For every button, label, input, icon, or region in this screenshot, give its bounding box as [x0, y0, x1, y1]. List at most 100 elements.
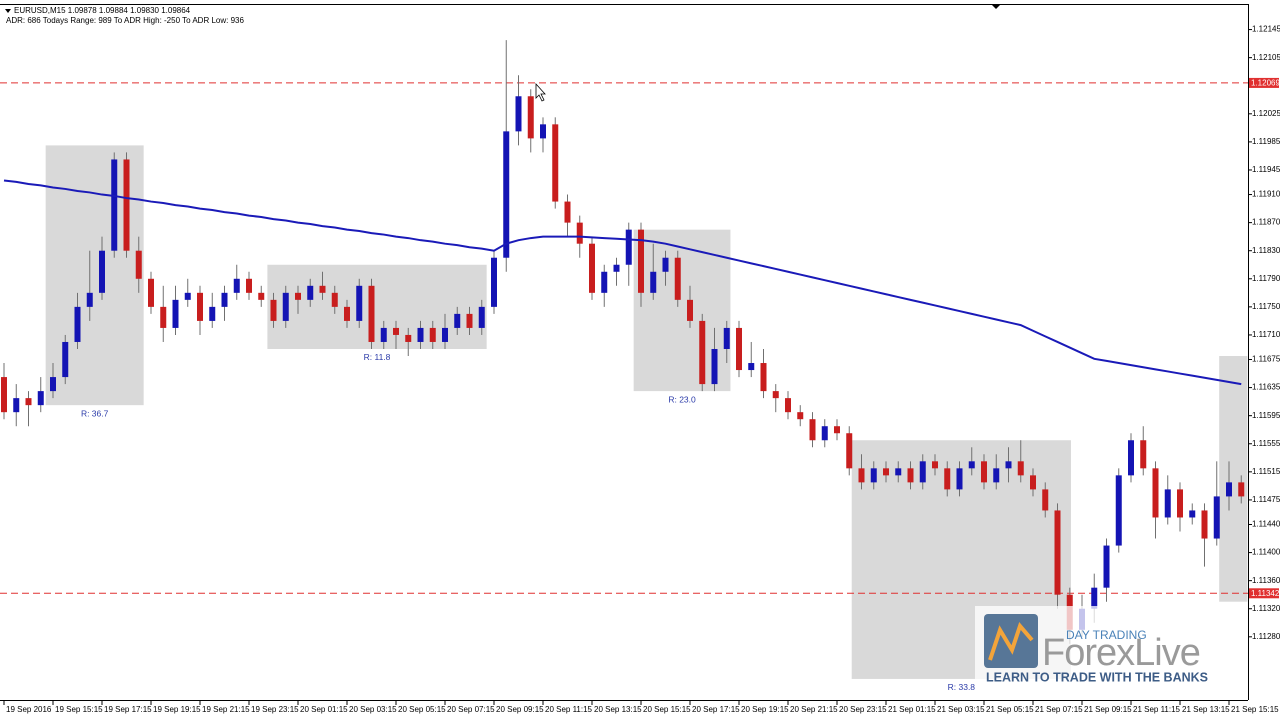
candle-body — [466, 313, 473, 328]
candle-body — [527, 96, 534, 139]
candle-body — [319, 285, 326, 293]
candle-body — [209, 306, 216, 321]
x-tick-label: 19 Sep 19:15 — [153, 705, 201, 714]
x-tick-label: 20 Sep 05:15 — [398, 705, 446, 714]
x-tick-label: 19 Sep 15:15 — [55, 705, 103, 714]
range-label: R: 11.8 — [364, 352, 391, 362]
candle-body — [233, 278, 240, 293]
candle-body — [821, 426, 828, 441]
candle-body — [1213, 496, 1220, 539]
candle-body — [197, 292, 203, 321]
range-label: R: 36.7 — [81, 408, 109, 418]
candle-body — [834, 426, 840, 434]
y-tick-label: 1.11830 — [1252, 246, 1280, 255]
candle-body — [295, 292, 301, 300]
moving-average-line — [3, 179, 1242, 386]
watermark-brand: ForexLive — [1042, 632, 1200, 674]
candle-body — [270, 299, 277, 321]
candle-body — [907, 468, 914, 483]
candle-body — [1226, 482, 1232, 497]
x-tick-label: 20 Sep 13:15 — [594, 705, 642, 714]
candle-body — [552, 124, 559, 202]
level-label: 1.11342 — [1251, 589, 1280, 598]
candle-body — [1017, 461, 1024, 476]
candle-body — [74, 306, 81, 342]
candle-body — [589, 243, 595, 293]
candle-body — [638, 229, 644, 293]
candle-body — [25, 398, 32, 406]
candle-body — [650, 271, 657, 293]
candle-body — [111, 159, 118, 251]
candle-body — [1030, 475, 1036, 490]
candle-body — [797, 412, 804, 420]
x-tick-label: 21 Sep 07:15 — [1035, 705, 1083, 714]
header-toggle[interactable] — [5, 9, 11, 13]
y-tick-label: 1.11440 — [1252, 520, 1280, 529]
candle-body — [1177, 489, 1183, 518]
x-tick-label: 20 Sep 21:15 — [790, 705, 838, 714]
candle-body — [478, 306, 485, 328]
header: EURUSD,M15 1.09878 1.09884 1.09830 1.098… — [5, 6, 244, 25]
range-label: R: 23.0 — [668, 394, 696, 404]
candle-body — [380, 327, 387, 342]
candle-body — [944, 468, 951, 490]
candle-body — [1152, 468, 1159, 518]
candle-body — [37, 391, 44, 406]
y-tick-label: 1.11945 — [1252, 165, 1280, 174]
candle-body — [62, 341, 69, 378]
candle-body — [1103, 545, 1110, 588]
watermark: DAY TRADING ForexLive LEARN TO TRADE WIT… — [975, 606, 1225, 688]
y-tick-label: 1.11675 — [1252, 355, 1280, 364]
candle-body — [344, 306, 350, 321]
x-tick-label: 20 Sep 01:15 — [300, 705, 348, 714]
candle-body — [282, 292, 289, 321]
y-tick-label: 1.11595 — [1252, 411, 1280, 420]
candle-body — [785, 398, 791, 413]
candle-body — [515, 96, 522, 132]
candle-body — [748, 363, 755, 371]
y-tick-label: 1.11910 — [1252, 190, 1280, 199]
candle-body — [172, 299, 179, 328]
candle-body — [1005, 461, 1012, 469]
candle-body — [809, 419, 816, 441]
x-tick-label: 20 Sep 15:15 — [643, 705, 691, 714]
range-box — [267, 264, 487, 349]
candle-body — [564, 201, 571, 223]
y-tick-label: 1.11320 — [1252, 604, 1280, 613]
y-tick-label: 1.11635 — [1252, 383, 1280, 392]
x-tick-label: 21 Sep 01:15 — [888, 705, 936, 714]
x-tick-label: 20 Sep 03:15 — [349, 705, 397, 714]
candle-body — [405, 334, 412, 342]
candle-body — [417, 327, 424, 342]
shift-marker — [992, 5, 1000, 9]
watermark-logo-mark — [988, 622, 1034, 661]
candle-body — [1091, 587, 1098, 609]
candle-body — [491, 257, 497, 307]
candle-body — [956, 468, 963, 490]
watermark-slogan: LEARN TO TRADE WITH THE BANKS — [986, 670, 1208, 684]
candle-body — [1201, 510, 1208, 539]
y-tick-label: 1.12025 — [1252, 109, 1280, 118]
candle-body — [1164, 489, 1171, 518]
candle-body — [135, 250, 142, 279]
x-tick-label: 20 Sep 23:15 — [839, 705, 887, 714]
level-tag — [1249, 77, 1279, 88]
candle-body — [662, 257, 669, 272]
candle-body — [1, 377, 7, 413]
y-tick-label: 1.11985 — [1252, 137, 1280, 146]
candle-body — [883, 468, 889, 476]
x-tick-label: 21 Sep 03:15 — [937, 705, 985, 714]
candle-body — [221, 292, 228, 307]
candle-body — [50, 377, 56, 392]
candle-body — [442, 327, 448, 342]
x-tick-label: 19 Sep 2016 — [6, 705, 52, 714]
x-tick-label: 19 Sep 23:15 — [251, 705, 299, 714]
candle-body — [1042, 489, 1049, 511]
candle-body — [846, 433, 853, 469]
candle-body — [86, 292, 93, 307]
x-tick-label: 21 Sep 11:15 — [1133, 705, 1181, 714]
candle-body — [674, 257, 681, 300]
y-tick-label: 1.11360 — [1252, 576, 1280, 585]
candle-body — [1140, 440, 1147, 469]
candle-body — [258, 292, 265, 300]
